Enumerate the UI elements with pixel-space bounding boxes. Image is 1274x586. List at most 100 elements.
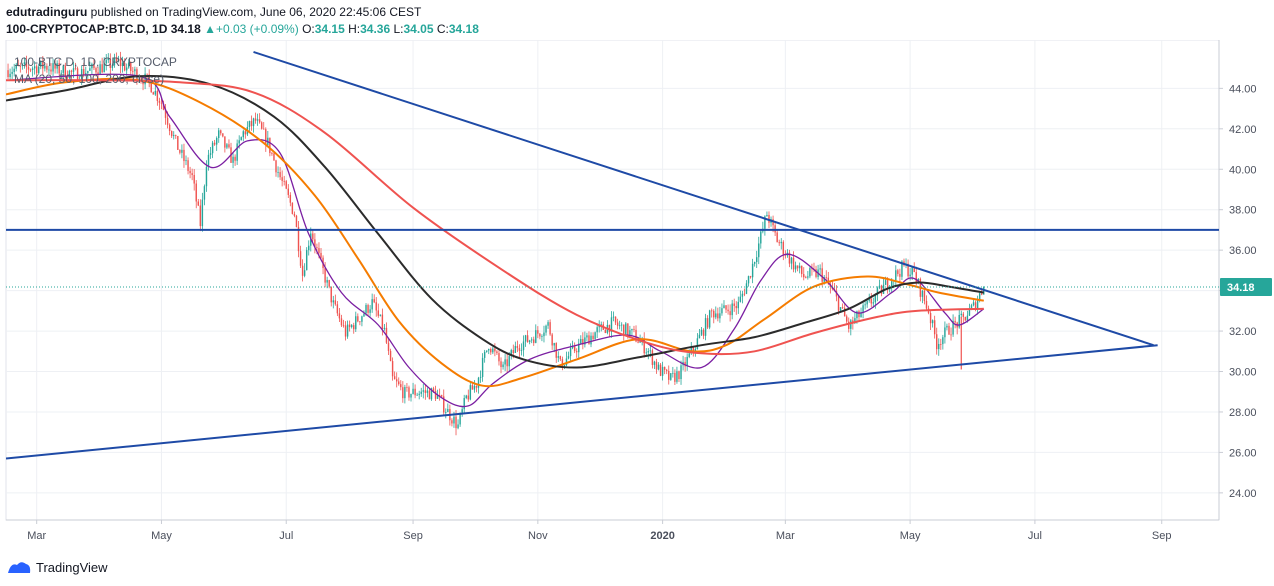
candle-body bbox=[496, 351, 498, 354]
candle-body bbox=[841, 307, 844, 308]
candle-body bbox=[950, 334, 952, 336]
candle-body bbox=[211, 142, 214, 154]
candle-body bbox=[672, 372, 674, 374]
ma50-line[interactable] bbox=[6, 77, 984, 388]
candle-body bbox=[377, 310, 380, 316]
y-tick-label: 36.00 bbox=[1229, 245, 1257, 257]
candle-body bbox=[130, 62, 132, 71]
y-tick-label: 40.00 bbox=[1229, 164, 1257, 176]
candle-body bbox=[663, 366, 666, 370]
last-price: 34.18 bbox=[170, 22, 201, 36]
candle-body bbox=[974, 302, 977, 310]
candle-body bbox=[719, 313, 721, 319]
candle-body bbox=[136, 69, 138, 81]
open-label: O: bbox=[302, 22, 315, 36]
candle-body bbox=[710, 310, 713, 312]
candle-body bbox=[510, 350, 512, 357]
candle-body bbox=[553, 343, 555, 346]
descending-resistance-line[interactable] bbox=[253, 51, 1154, 347]
candle-body bbox=[960, 313, 962, 315]
candle-body bbox=[342, 325, 345, 327]
candle-body bbox=[463, 398, 465, 410]
x-tick-label: Sep bbox=[1152, 530, 1172, 542]
tradingview-brand[interactable]: TradingView bbox=[36, 559, 108, 575]
candle-body bbox=[747, 276, 750, 284]
symbol-name: 100-CRYPTOCAP:BTC.D, 1D bbox=[6, 22, 168, 36]
candle-body bbox=[631, 328, 633, 331]
candle-body bbox=[158, 100, 161, 103]
candle-body bbox=[488, 349, 490, 351]
last-price-tag-label: 34.18 bbox=[1227, 282, 1255, 294]
candle-body bbox=[232, 156, 234, 163]
tradingview-logo-icon[interactable] bbox=[6, 559, 32, 575]
candle-body bbox=[874, 295, 877, 303]
candle-body bbox=[866, 300, 868, 305]
candle-body bbox=[177, 135, 179, 150]
ma20-line[interactable] bbox=[6, 73, 985, 408]
candle-body bbox=[481, 357, 484, 377]
candle-body bbox=[567, 356, 570, 359]
candle-body bbox=[661, 366, 664, 376]
ascending-support-line[interactable] bbox=[6, 344, 1158, 460]
candle-body bbox=[445, 412, 447, 413]
candle-body bbox=[363, 313, 365, 317]
candle-body bbox=[357, 316, 359, 322]
candle-body bbox=[862, 305, 864, 313]
x-tick-label: 2020 bbox=[650, 530, 674, 542]
candle-body bbox=[807, 276, 809, 278]
price-chart[interactable]: 24.0026.0028.0030.0032.0034.0036.0038.00… bbox=[0, 39, 1274, 552]
candle-body bbox=[173, 135, 175, 137]
footer: TradingView bbox=[6, 559, 108, 575]
open-value: 34.15 bbox=[314, 22, 345, 36]
candle-body bbox=[948, 325, 950, 335]
publisher-name[interactable]: edutradinguru bbox=[6, 5, 88, 19]
candle-body bbox=[633, 328, 635, 330]
candle-body bbox=[876, 287, 879, 296]
ma200-line[interactable] bbox=[6, 79, 984, 356]
candle-body bbox=[559, 356, 562, 360]
candle-body bbox=[346, 324, 349, 337]
candle-body bbox=[109, 58, 112, 68]
candle-body bbox=[970, 305, 973, 309]
candle-body bbox=[222, 133, 224, 137]
candle-body bbox=[318, 248, 320, 253]
candle-body bbox=[469, 385, 472, 400]
chart-area[interactable]: 24.0026.0028.0030.0032.0034.0036.0038.00… bbox=[0, 39, 1274, 552]
candle-body bbox=[749, 276, 752, 278]
candle-body bbox=[850, 320, 852, 329]
candle-body bbox=[702, 329, 705, 336]
candle-body bbox=[620, 324, 623, 326]
candle-body bbox=[688, 353, 690, 357]
candle-body bbox=[64, 65, 67, 78]
candle-body bbox=[66, 77, 69, 79]
plot-area[interactable] bbox=[5, 39, 1220, 521]
candle-body bbox=[972, 302, 975, 306]
candle-body bbox=[453, 416, 455, 424]
candle-body bbox=[755, 257, 758, 263]
candle-body bbox=[224, 136, 226, 148]
candle-body bbox=[692, 347, 695, 351]
candle-body bbox=[283, 180, 285, 182]
candle-body bbox=[715, 313, 717, 318]
legend-indicator[interactable]: MA (20, 50, 100, 200, close) bbox=[14, 72, 165, 86]
candle-body bbox=[434, 391, 437, 399]
candle-body bbox=[408, 387, 410, 398]
candle-body bbox=[925, 301, 928, 309]
candle-body bbox=[166, 117, 169, 125]
candle-body bbox=[612, 316, 615, 318]
candle-body bbox=[215, 137, 218, 145]
candle-body bbox=[880, 285, 883, 294]
candle-body bbox=[845, 316, 848, 322]
candle-body bbox=[907, 263, 909, 277]
candle-body bbox=[142, 80, 144, 85]
candle-body bbox=[218, 130, 220, 138]
candle-body bbox=[123, 62, 126, 71]
candle-body bbox=[128, 62, 130, 68]
candle-body bbox=[258, 119, 261, 123]
x-tick-label: May bbox=[900, 530, 921, 542]
candle-body bbox=[430, 388, 433, 400]
candle-body bbox=[293, 213, 296, 216]
candle-body bbox=[418, 393, 420, 395]
candle-body bbox=[348, 324, 351, 328]
candle-body bbox=[952, 320, 954, 335]
